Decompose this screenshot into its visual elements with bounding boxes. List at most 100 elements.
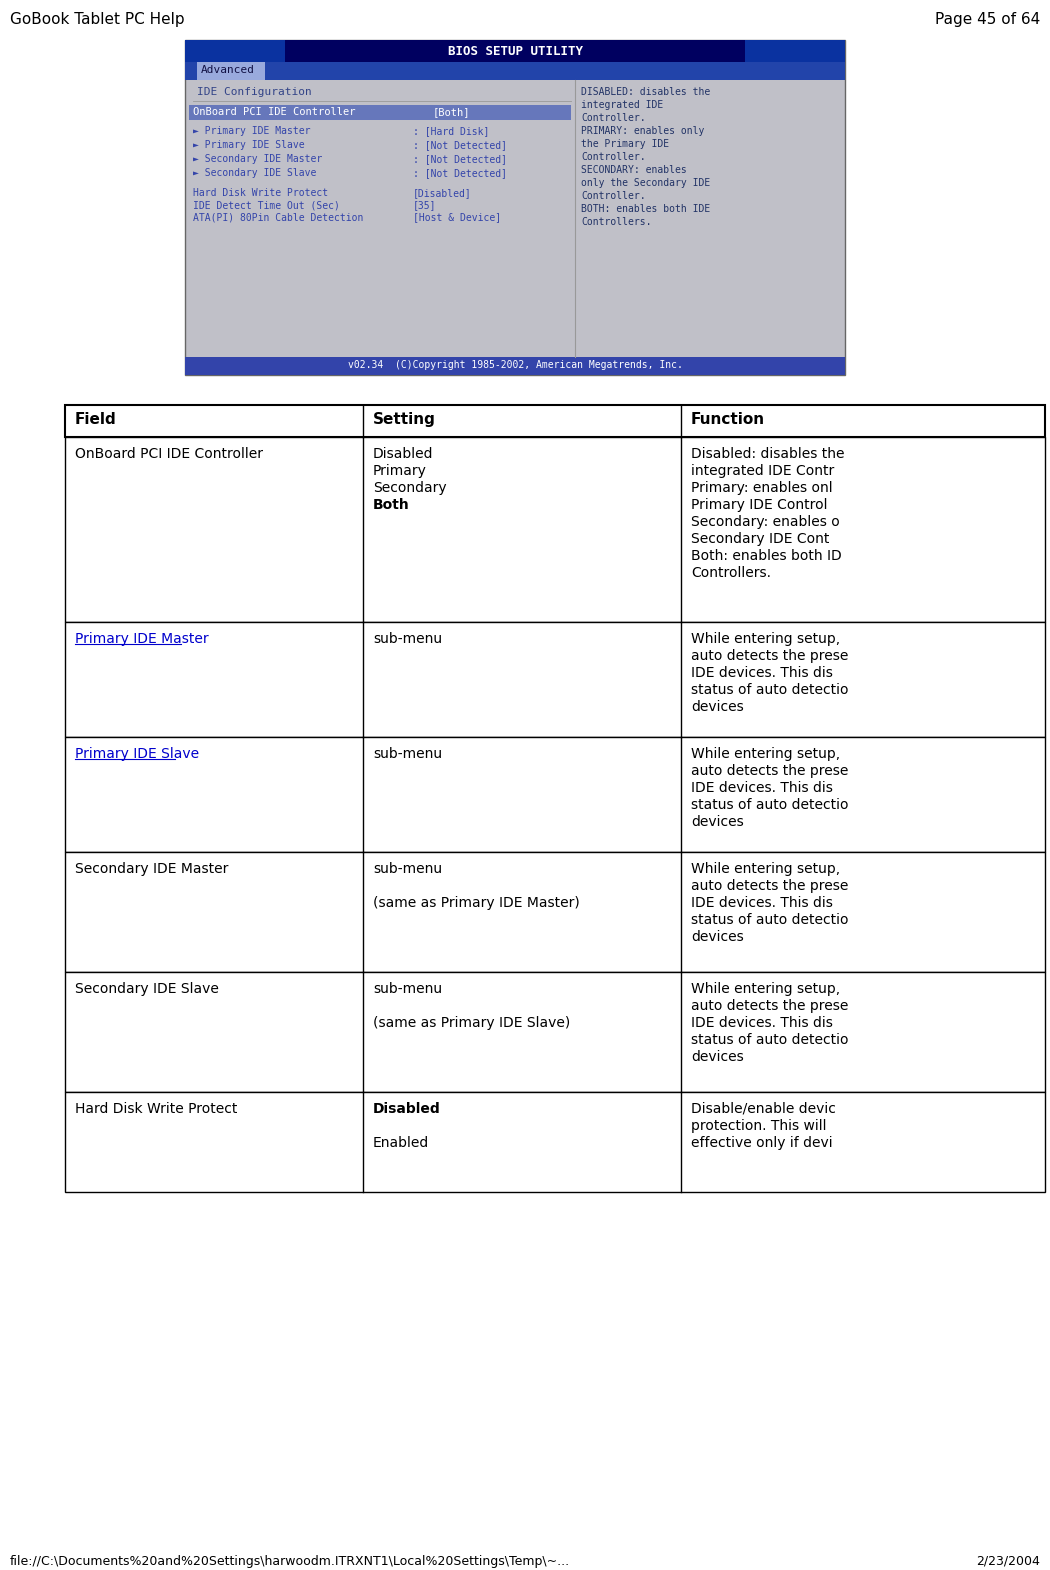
Text: auto detects the prese: auto detects the prese [691,999,848,1013]
Text: SECONDARY: enables: SECONDARY: enables [581,165,687,174]
Text: : [Hard Disk]: : [Hard Disk] [413,126,489,137]
Text: Controllers.: Controllers. [581,217,651,228]
Bar [65,622,1045,736]
Text: ► Secondary IDE Slave: ► Secondary IDE Slave [193,168,316,177]
Text: (same as Primary IDE Master): (same as Primary IDE Master) [373,896,580,911]
Text: OnBoard PCI IDE Controller: OnBoard PCI IDE Controller [193,107,356,118]
Text: Enabled: Enabled [373,1137,429,1149]
Text: : [Not Detected]: : [Not Detected] [413,168,507,177]
Text: Secondary: Secondary [373,480,446,495]
Text: : [Not Detected]: : [Not Detected] [413,154,507,163]
Text: Controller.: Controller. [581,152,646,162]
Text: the Primary IDE: the Primary IDE [581,140,669,149]
Bar [746,39,845,61]
Text: Primary: Primary [373,465,427,477]
Bar [185,61,845,80]
Text: Controller.: Controller. [581,192,646,201]
Bar [65,853,1045,972]
Text: Controller.: Controller. [581,113,646,122]
Text: protection. This will: protection. This will [691,1119,826,1134]
Text: IDE Configuration: IDE Configuration [197,86,312,97]
Text: only the Secondary IDE: only the Secondary IDE [581,177,710,188]
Text: ► Primary IDE Slave: ► Primary IDE Slave [193,140,304,151]
Text: Page 45 of 64: Page 45 of 64 [934,13,1040,27]
Text: devices: devices [691,929,743,944]
Text: IDE devices. This dis: IDE devices. This dis [691,896,833,911]
Text: While entering setup,: While entering setup, [691,747,840,761]
Bar [65,1093,1045,1192]
Text: Both: enables both ID: Both: enables both ID [691,550,842,564]
Text: Both: Both [373,498,410,512]
Text: Hard Disk Write Protect: Hard Disk Write Protect [75,1102,237,1116]
Text: status of auto detectio: status of auto detectio [691,1033,848,1047]
Text: Hard Disk Write Protect: Hard Disk Write Protect [193,188,328,198]
Text: OnBoard PCI IDE Controller: OnBoard PCI IDE Controller [75,447,262,462]
Text: auto detects the prese: auto detects the prese [691,648,848,663]
Bar [65,736,1045,853]
Text: Primary: enables onl: Primary: enables onl [691,480,833,495]
Text: Secondary IDE Cont: Secondary IDE Cont [691,532,830,546]
Text: status of auto detectio: status of auto detectio [691,798,848,812]
Text: Advanced: Advanced [201,64,255,75]
Text: integrated IDE Contr: integrated IDE Contr [691,465,835,477]
Text: Field: Field [75,411,117,427]
Text: GoBook Tablet PC Help: GoBook Tablet PC Help [10,13,185,27]
Text: BIOS SETUP UTILITY: BIOS SETUP UTILITY [447,46,583,58]
Text: While entering setup,: While entering setup, [691,862,840,876]
Text: auto detects the prese: auto detects the prese [691,879,848,893]
Text: IDE devices. This dis: IDE devices. This dis [691,666,833,680]
Text: ATA(PI) 80Pin Cable Detection: ATA(PI) 80Pin Cable Detection [193,212,363,221]
Text: sub-menu: sub-menu [373,981,442,995]
Text: sub-menu: sub-menu [373,862,442,876]
Text: Disabled: Disabled [373,447,434,462]
Text: Controllers.: Controllers. [691,567,771,579]
Text: While entering setup,: While entering setup, [691,633,840,645]
Text: IDE devices. This dis: IDE devices. This dis [691,780,833,794]
Text: Primary IDE Master: Primary IDE Master [75,633,209,645]
Text: While entering setup,: While entering setup, [691,981,840,995]
Text: sub-menu: sub-menu [373,747,442,761]
Text: devices: devices [691,1050,743,1064]
Text: auto detects the prese: auto detects the prese [691,765,848,779]
Bar [65,405,1045,436]
Text: 2/23/2004: 2/23/2004 [976,1554,1040,1568]
Text: Primary IDE Slave: Primary IDE Slave [75,747,200,761]
Text: Secondary IDE Master: Secondary IDE Master [75,862,229,876]
Text: : [Not Detected]: : [Not Detected] [413,140,507,151]
Text: ► Primary IDE Master: ► Primary IDE Master [193,126,311,137]
Text: Disabled: Disabled [373,1102,441,1116]
Bar [65,972,1045,1093]
Text: Function: Function [691,411,765,427]
Text: (same as Primary IDE Slave): (same as Primary IDE Slave) [373,1016,570,1030]
Text: Secondary: enables o: Secondary: enables o [691,515,840,529]
Bar [185,39,845,61]
Bar [65,436,1045,622]
Bar [197,61,265,80]
Text: status of auto detectio: status of auto detectio [691,683,848,697]
Text: integrated IDE: integrated IDE [581,100,664,110]
Text: PRIMARY: enables only: PRIMARY: enables only [581,126,705,137]
Text: DISABLED: disables the: DISABLED: disables the [581,86,710,97]
Text: [Host & Device]: [Host & Device] [413,212,501,221]
Text: [Both]: [Both] [433,107,470,118]
Text: IDE Detect Time Out (Sec): IDE Detect Time Out (Sec) [193,199,340,210]
Bar [189,105,571,119]
Text: IDE devices. This dis: IDE devices. This dis [691,1016,833,1030]
Text: devices: devices [691,815,743,829]
Text: ► Secondary IDE Master: ► Secondary IDE Master [193,154,322,163]
Text: sub-menu: sub-menu [373,633,442,645]
Text: status of auto detectio: status of auto detectio [691,914,848,926]
Text: Setting: Setting [373,411,436,427]
Text: Disabled: disables the: Disabled: disables the [691,447,844,462]
Text: Disable/enable devic: Disable/enable devic [691,1102,836,1116]
Bar [185,39,845,375]
Text: Primary IDE Control: Primary IDE Control [691,498,827,512]
Text: [Disabled]: [Disabled] [413,188,471,198]
Text: Secondary IDE Slave: Secondary IDE Slave [75,981,218,995]
Text: [35]: [35] [413,199,437,210]
Bar [185,39,285,61]
Bar [185,356,845,375]
Text: v02.34  (C)Copyright 1985-2002, American Megatrends, Inc.: v02.34 (C)Copyright 1985-2002, American … [348,360,682,371]
Text: BOTH: enables both IDE: BOTH: enables both IDE [581,204,710,214]
Text: file://C:\Documents%20and%20Settings\harwoodm.ITRXNT1\Local%20Settings\Temp\~...: file://C:\Documents%20and%20Settings\har… [10,1554,570,1568]
